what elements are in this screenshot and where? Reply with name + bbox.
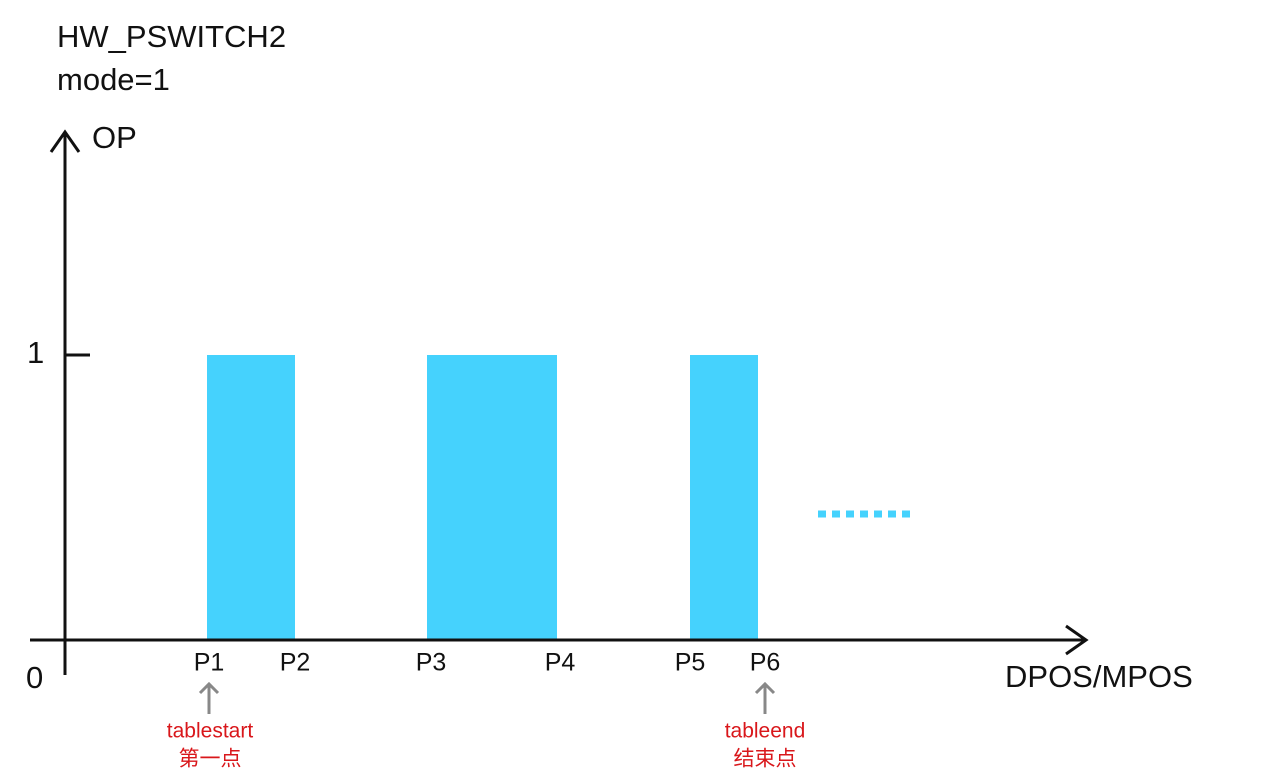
annotation-arrows [198, 681, 776, 714]
origin-label: 0 [26, 660, 43, 695]
title: HW_PSWITCH2 [57, 19, 286, 54]
point-label: P5 [675, 649, 706, 677]
subtitle: mode=1 [57, 62, 170, 97]
annotation-label: tablestart [167, 720, 254, 743]
point-label: P2 [280, 649, 311, 677]
annotation-sublabel: 结束点 [734, 748, 797, 771]
axes [30, 129, 1089, 675]
y-axis-label: OP [92, 120, 137, 155]
annotation-arrow-head [754, 681, 776, 695]
pulse [427, 355, 557, 640]
x-arrow [1065, 624, 1089, 656]
point-label: P1 [194, 649, 225, 677]
pulse [690, 355, 758, 640]
annotation-arrow-head [198, 681, 220, 695]
point-label: P3 [416, 649, 447, 677]
annotation-sublabel: 第一点 [179, 748, 242, 771]
x-axis-label: DPOS/MPOS [1005, 659, 1193, 694]
point-label: P4 [545, 649, 576, 677]
pulse [207, 355, 295, 640]
annotation-label: tableend [725, 720, 806, 743]
point-label: P6 [750, 649, 781, 677]
y-arrow [49, 129, 81, 153]
y-high-label: 1 [27, 335, 44, 370]
pulses [207, 355, 758, 640]
